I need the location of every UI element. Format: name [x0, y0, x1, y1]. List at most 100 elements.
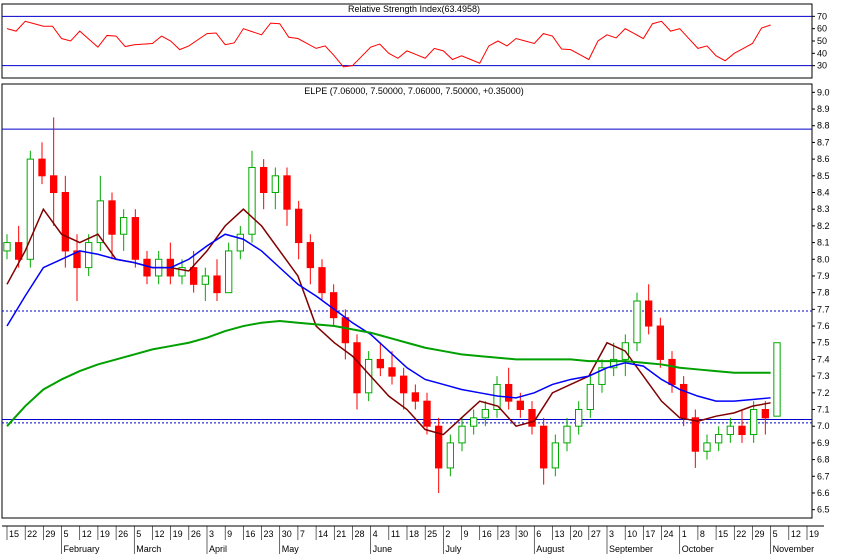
price-tick-label: 8.3	[817, 204, 830, 214]
candle-body	[750, 409, 758, 436]
price-tick-label: 8.7	[817, 137, 830, 147]
month-label: March	[136, 544, 161, 554]
candle-body	[365, 358, 373, 394]
week-label: 11	[391, 529, 400, 539]
week-label: 7	[300, 529, 305, 539]
price-tick-label: 6.9	[817, 438, 830, 448]
week-label: 27	[591, 529, 601, 539]
candle-body	[15, 242, 23, 260]
candle-body	[143, 258, 151, 277]
week-label: 17	[645, 529, 655, 539]
candle-body	[201, 275, 209, 285]
price-tick-label: 7.1	[817, 405, 830, 415]
candle-body	[108, 200, 116, 235]
week-label: 30	[282, 529, 292, 539]
candle-body	[85, 242, 93, 269]
candle-body	[96, 200, 104, 244]
week-label: 10	[627, 529, 637, 539]
candle-body	[773, 342, 781, 417]
candle-body	[703, 442, 711, 452]
week-label: 26	[191, 529, 201, 539]
price-tick-label: 7.6	[817, 321, 830, 331]
rsi-tick-label: 30	[817, 61, 827, 71]
candle-body	[73, 250, 81, 269]
week-label: 13	[554, 529, 564, 539]
price-tick-label: 6.8	[817, 455, 830, 465]
candle-body	[481, 409, 489, 419]
price-tick-label: 7.0	[817, 421, 830, 431]
candle-body	[435, 425, 443, 469]
week-label: 24	[664, 529, 674, 539]
week-label: 3	[609, 529, 614, 539]
week-label: 2	[445, 529, 450, 539]
price-tick-label: 6.7	[817, 471, 830, 481]
week-label: 23	[264, 529, 274, 539]
month-label: July	[445, 544, 462, 554]
price-tick-label: 6.6	[817, 488, 830, 498]
candle-body	[400, 375, 408, 394]
rsi-title: Relative Strength Index(63.4958)	[348, 4, 480, 14]
price-tick-label: 7.5	[817, 338, 830, 348]
candle-body	[551, 442, 559, 469]
candle-body	[715, 434, 723, 444]
week-label: 19	[100, 529, 110, 539]
week-label: 20	[573, 529, 583, 539]
candle-body	[330, 292, 338, 319]
price-tick-label: 6.5	[817, 505, 830, 515]
rsi-tick-label: 50	[817, 36, 827, 46]
price-tick-label: 8.4	[817, 188, 830, 198]
candle-body	[738, 425, 746, 436]
price-tick-label: 7.7	[817, 304, 830, 314]
candle-body	[248, 166, 256, 235]
price-title: ELPE (7.06000, 7.50000, 7.06000, 7.50000…	[304, 86, 523, 96]
week-label: 1	[682, 529, 687, 539]
week-label: 15	[9, 529, 19, 539]
week-label: 26	[118, 529, 128, 539]
price-frame	[1, 83, 813, 519]
month-label: April	[209, 544, 227, 554]
candle-body	[131, 217, 139, 260]
candle-body	[283, 175, 291, 210]
date-axis: 15 22 29 5 12 19 26 5 12 19 26 3 9 16 23 30 7 14 21 28 4 11 18…	[2, 525, 824, 554]
price-tick-label: 9.0	[817, 87, 830, 97]
price-tick-label: 7.3	[817, 371, 830, 381]
price-tick-label: 8.8	[817, 121, 830, 131]
candle-body	[446, 442, 454, 469]
candle-body	[341, 317, 349, 344]
week-label: 29	[45, 529, 55, 539]
candle-body	[726, 425, 734, 436]
candle-body	[645, 300, 653, 327]
rsi-line	[6, 20, 771, 68]
candle-body	[691, 417, 699, 452]
candle-body	[236, 233, 244, 252]
week-label: 9	[227, 529, 232, 539]
rsi-tick-label: 70	[817, 11, 827, 21]
week-label: 28	[354, 529, 364, 539]
price-tick-label: 8.2	[817, 221, 830, 231]
candle-body	[668, 358, 676, 385]
week-label: 12	[791, 529, 801, 539]
ma-long-line	[6, 320, 771, 427]
candle-body	[610, 358, 618, 369]
candle-body	[528, 409, 536, 427]
week-label: 30	[518, 529, 528, 539]
week-label: 22	[736, 529, 746, 539]
week-label: 4	[373, 529, 378, 539]
candle-body	[458, 425, 466, 444]
candle-body	[3, 242, 11, 252]
rsi-tick-label: 40	[817, 48, 827, 58]
week-label: 14	[318, 529, 328, 539]
week-label: 8	[700, 529, 705, 539]
rsi-panel: 70 60 50 40 30	[1, 3, 827, 79]
week-label: 16	[482, 529, 492, 539]
candle-body	[26, 158, 34, 260]
month-label: February	[64, 544, 101, 554]
candle-body	[598, 367, 606, 385]
month-label: October	[682, 544, 714, 554]
candle-body	[38, 158, 46, 177]
week-label: 12	[154, 529, 164, 539]
month-label: June	[373, 544, 393, 554]
month-label: November	[773, 544, 815, 554]
candle-body	[190, 267, 198, 285]
